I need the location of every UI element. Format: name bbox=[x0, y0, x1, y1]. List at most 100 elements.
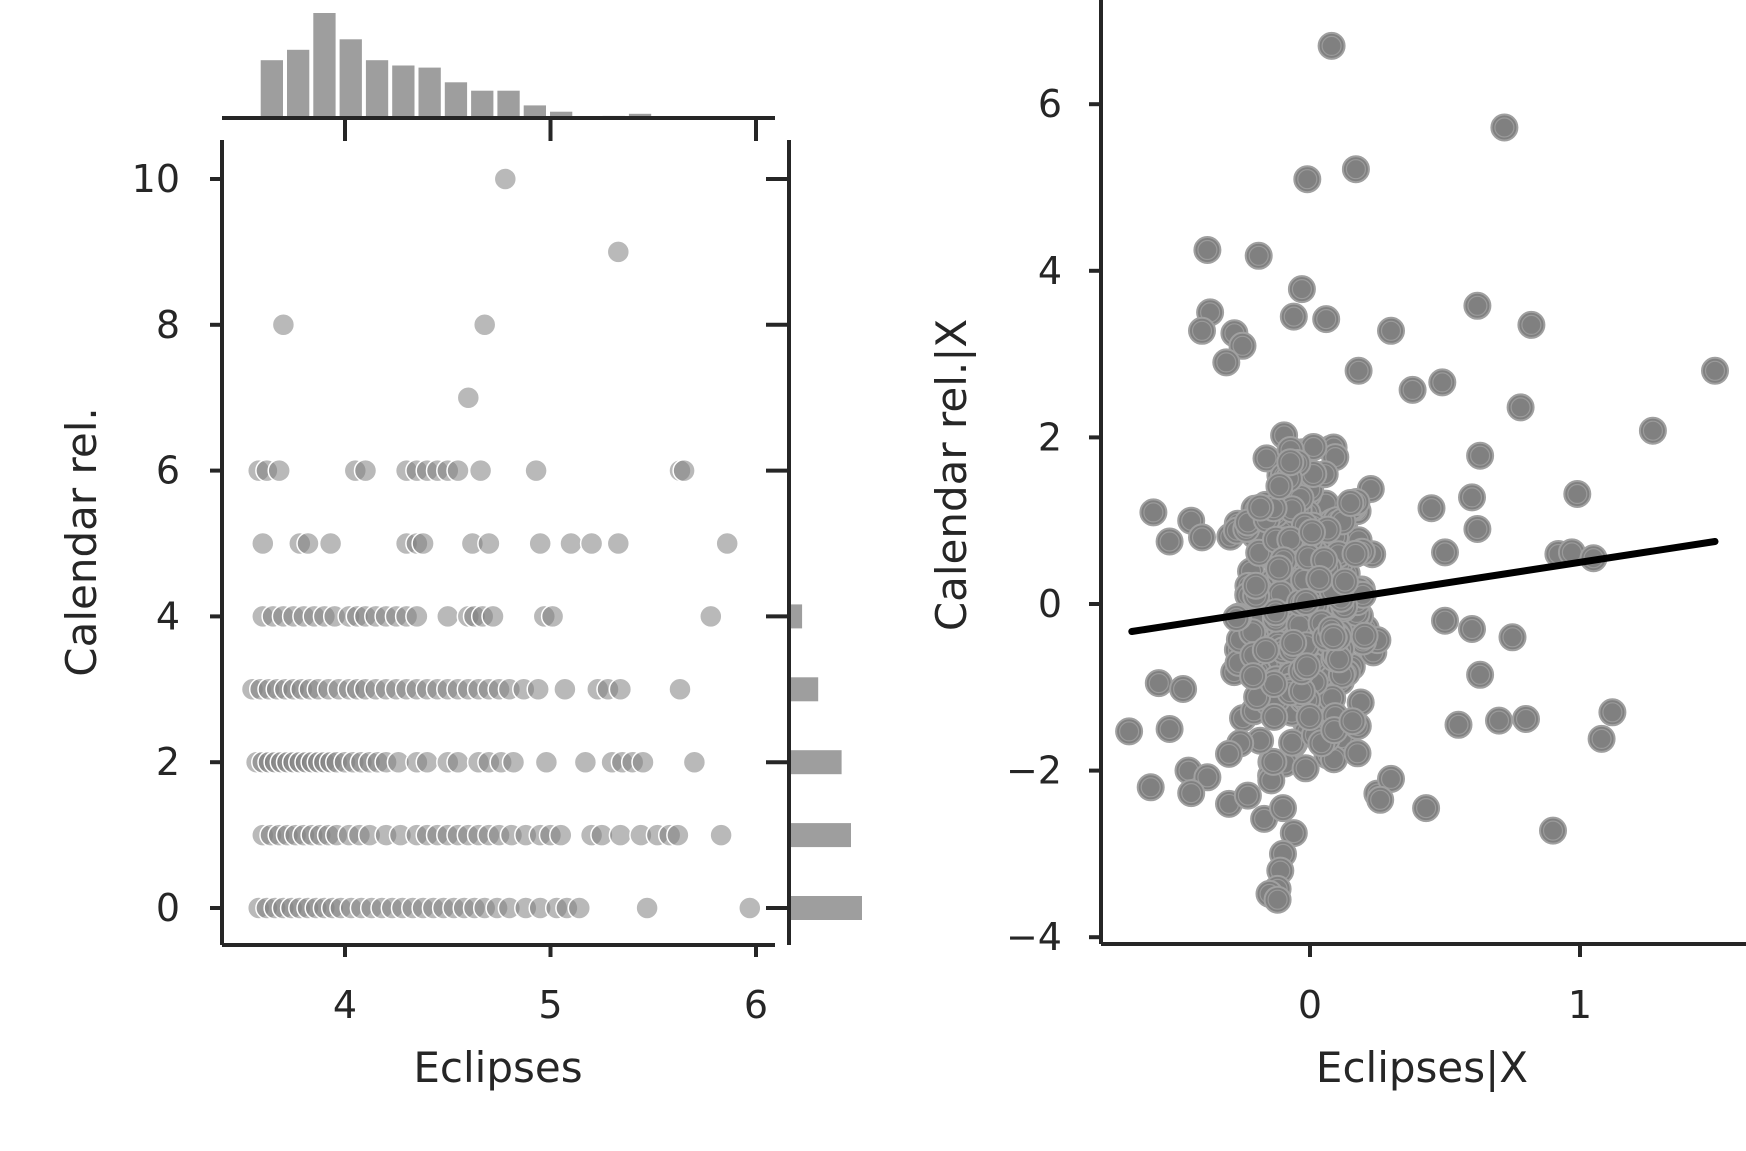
partial-point bbox=[1136, 773, 1165, 802]
joint-x-ticks: 4 5 6 bbox=[333, 118, 768, 1027]
partial-point bbox=[1598, 698, 1627, 727]
partial-point bbox=[1444, 710, 1473, 739]
partial-point bbox=[1317, 31, 1346, 60]
partial-point bbox=[1269, 794, 1297, 823]
partial-y-ticks: −4 −2 0 2 4 6 bbox=[1006, 82, 1101, 959]
joint-point bbox=[468, 458, 493, 483]
y-tick-label: −4 bbox=[1006, 915, 1062, 959]
partial-point bbox=[1343, 739, 1372, 768]
partial-point bbox=[1338, 707, 1367, 736]
partial-point bbox=[1139, 498, 1168, 527]
joint-point bbox=[573, 750, 598, 774]
x-tick-label: 0 bbox=[1298, 983, 1322, 1027]
partial-point bbox=[1431, 606, 1459, 635]
partial-point bbox=[1344, 356, 1373, 385]
y-tick-label: 8 bbox=[156, 303, 180, 347]
joint-point bbox=[553, 677, 577, 702]
joint-y-axis-title: Calendar rel. bbox=[57, 407, 106, 676]
joint-point bbox=[709, 823, 733, 847]
joint-y-ticks: 0 2 4 6 8 10 bbox=[132, 157, 222, 930]
marginal-x-bar bbox=[550, 111, 573, 118]
partial-point bbox=[1233, 781, 1262, 810]
partial-point bbox=[1155, 527, 1184, 556]
partial-point bbox=[1366, 785, 1395, 814]
marginal-x-bar bbox=[260, 60, 283, 118]
joint-point bbox=[436, 604, 460, 629]
partial-point bbox=[1341, 155, 1370, 184]
joint-point bbox=[528, 531, 552, 556]
partial-point bbox=[1215, 739, 1243, 768]
partial-point bbox=[1279, 302, 1308, 331]
joint-point bbox=[666, 823, 690, 847]
marginal-x-bar bbox=[497, 90, 520, 118]
joint-points bbox=[240, 167, 762, 920]
partial-point bbox=[1155, 715, 1184, 743]
joint-point bbox=[699, 604, 723, 629]
partial-point bbox=[1485, 706, 1513, 735]
partial-point bbox=[1638, 416, 1667, 445]
joint-point bbox=[318, 531, 343, 556]
partial-point bbox=[1263, 885, 1292, 914]
marginal-x-bar bbox=[523, 105, 546, 118]
marginal-y-bar bbox=[789, 750, 842, 775]
marginal-x-bar bbox=[365, 60, 389, 118]
y-tick-label: 6 bbox=[1038, 82, 1062, 126]
marginal-x-bar bbox=[287, 49, 310, 119]
partial-point bbox=[1265, 554, 1293, 583]
joint-point bbox=[579, 531, 604, 556]
joint-point bbox=[715, 531, 739, 556]
joint-point bbox=[631, 750, 655, 774]
partial-point bbox=[1431, 538, 1459, 567]
partial-point bbox=[1506, 393, 1535, 422]
joint-point bbox=[608, 677, 633, 702]
partial-x-axis-title: Eclipses|X bbox=[1316, 1043, 1528, 1092]
joint-point bbox=[540, 604, 565, 629]
joint-point bbox=[549, 823, 573, 847]
partial-point bbox=[1417, 494, 1446, 523]
partial-point bbox=[1287, 275, 1316, 304]
partial-point bbox=[1466, 441, 1495, 470]
marginal-x-bar bbox=[444, 82, 468, 118]
joint-point bbox=[501, 750, 526, 774]
x-tick-label: 1 bbox=[1568, 983, 1592, 1027]
y-tick-label: 2 bbox=[1038, 415, 1062, 459]
partial-point bbox=[1428, 368, 1457, 397]
joint-point bbox=[534, 750, 559, 774]
x-tick-label: 6 bbox=[744, 983, 768, 1027]
partial-point bbox=[1463, 291, 1492, 320]
partial-point bbox=[1188, 523, 1216, 552]
joint-point bbox=[682, 750, 707, 774]
partial-point bbox=[1458, 615, 1486, 643]
joint-point bbox=[567, 896, 592, 920]
joint-point bbox=[524, 458, 548, 483]
joint-point bbox=[635, 896, 659, 920]
joint-scatter: 4 5 6 0 2 4 6 8 10 Eclipses Calendar rel. bbox=[57, 118, 775, 1092]
partial-point bbox=[1563, 480, 1592, 508]
partial-point bbox=[1291, 754, 1320, 783]
y-tick-label: 4 bbox=[156, 594, 180, 638]
partial-point bbox=[1466, 660, 1495, 689]
joint-point bbox=[353, 458, 378, 483]
partial-point bbox=[1458, 483, 1486, 512]
joint-plot: 4 5 6 0 2 4 6 8 10 Eclipses Calendar rel. bbox=[57, 13, 862, 1092]
joint-point bbox=[477, 531, 501, 556]
partial-point bbox=[1246, 493, 1275, 522]
marginal-x-bars bbox=[260, 13, 652, 119]
partial-point bbox=[1330, 567, 1359, 596]
marginal-x-bar bbox=[339, 39, 362, 119]
joint-point bbox=[251, 531, 275, 556]
partial-point bbox=[1279, 628, 1308, 657]
partial-point bbox=[1241, 571, 1270, 600]
partial-point bbox=[1377, 316, 1405, 345]
partial-point bbox=[1490, 113, 1519, 142]
x-tick-label: 4 bbox=[333, 983, 357, 1027]
joint-point bbox=[405, 604, 429, 629]
marginal-y-bar bbox=[789, 896, 862, 920]
partial-point bbox=[1265, 472, 1294, 501]
y-tick-label: 6 bbox=[156, 449, 180, 493]
partial-point bbox=[1517, 310, 1546, 339]
joint-point bbox=[415, 750, 439, 774]
marginal-x-bar bbox=[628, 113, 652, 118]
